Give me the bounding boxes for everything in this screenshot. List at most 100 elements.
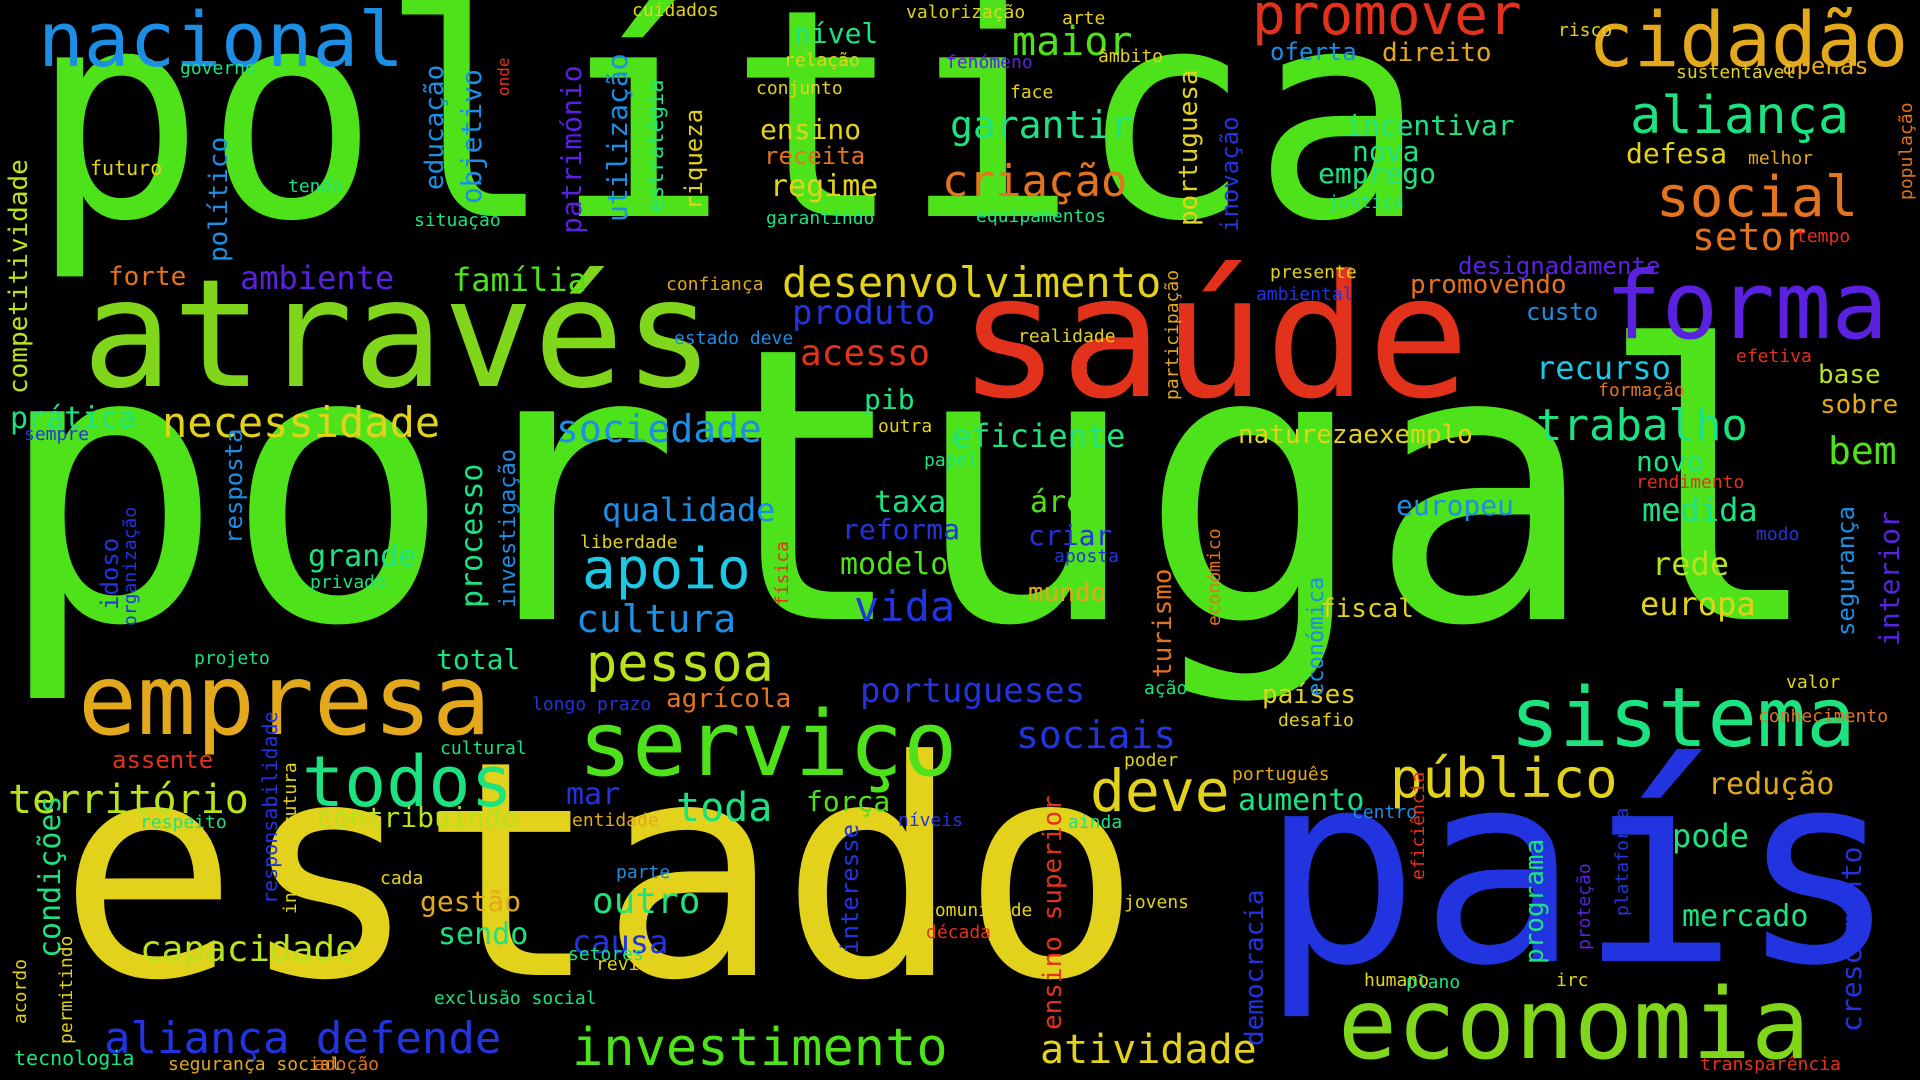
word: através [82, 248, 715, 422]
word: criar [1028, 519, 1113, 552]
word: acordo [10, 958, 31, 1024]
word: mar [566, 777, 621, 812]
word: forte [108, 262, 187, 292]
word: modo [1756, 524, 1800, 545]
word: nacional [38, 0, 405, 84]
word: causa [572, 923, 669, 961]
word: base [1818, 360, 1881, 390]
word: países [1262, 680, 1356, 710]
word: apoio [582, 537, 751, 602]
word: europeu [1396, 489, 1515, 522]
word: área [1030, 485, 1103, 520]
word: receita [764, 142, 866, 170]
word: plataforma [1612, 807, 1633, 916]
word: parte [616, 862, 671, 883]
word: formação [1598, 380, 1685, 401]
word: aposta [1054, 546, 1120, 567]
word: riqueza [680, 108, 708, 210]
word: valorização [906, 2, 1026, 23]
word: utilização [601, 53, 634, 222]
word: produto [792, 293, 936, 333]
word: ambiental [1256, 284, 1354, 305]
word: sociedade [556, 407, 762, 451]
word: mercado [1682, 899, 1809, 934]
word: competitividade [4, 159, 34, 394]
word: incentivar [1346, 109, 1515, 142]
word: reforma [842, 513, 961, 546]
word: necessidade [162, 398, 441, 447]
word: política [30, 0, 1427, 285]
word: exclusão social [434, 988, 597, 1009]
word: prática [10, 401, 137, 436]
word: rendimento [1636, 472, 1745, 493]
word: pessoa [586, 634, 774, 694]
word: contribuindo [316, 801, 519, 834]
word: ainda [1068, 812, 1123, 833]
word: cultura [576, 597, 737, 641]
word: futuro [90, 156, 163, 180]
word: emprego [1318, 157, 1437, 190]
word: acesso [800, 333, 931, 374]
word: novo [1636, 445, 1704, 478]
word: pode [1672, 817, 1750, 855]
word: saúde [958, 239, 1470, 437]
word: defesa [1626, 137, 1728, 170]
word: onde [494, 57, 513, 96]
word: político [204, 136, 234, 262]
word: custo [1526, 298, 1599, 326]
word: bem [1828, 429, 1897, 473]
word: modelo [840, 547, 949, 582]
word: conhecimento [1758, 706, 1889, 727]
word: tendo [288, 176, 343, 197]
word: mundo [1028, 578, 1107, 608]
word: público [1390, 747, 1618, 810]
word: sempre [24, 424, 90, 445]
word: estado deve [674, 328, 794, 349]
word: interior [1873, 511, 1906, 646]
word: direito [1382, 38, 1492, 68]
word: investimento [572, 1018, 948, 1078]
word: estratégia [644, 79, 669, 212]
word: segurança [1832, 505, 1860, 636]
word: deve [1090, 757, 1230, 825]
word: território [8, 777, 249, 823]
word: projeto [194, 648, 270, 669]
word: democracia [1240, 889, 1270, 1046]
word: portugal [0, 266, 1826, 709]
word: apenas [1782, 52, 1869, 80]
word: revisão [596, 954, 672, 975]
word: programa [1520, 838, 1550, 964]
word: toda [676, 785, 773, 831]
word: objetivo [455, 69, 488, 204]
word: papel [924, 450, 979, 471]
word: aliança defende [104, 1013, 502, 1064]
word: gestão [420, 885, 522, 918]
word: economia [1338, 968, 1811, 1080]
word: liberdade [580, 532, 678, 553]
word: condições [33, 795, 68, 958]
word: redução [1708, 767, 1835, 802]
word: sistema [1510, 671, 1856, 766]
word: desafio [1278, 710, 1354, 731]
word: população [1896, 102, 1917, 200]
word: crescimento [1835, 846, 1868, 1032]
word: maior [1012, 19, 1133, 65]
word: eficiência [1408, 771, 1429, 880]
word: trabalho [1536, 400, 1748, 451]
word: humano [1364, 970, 1430, 991]
word: poder [1124, 750, 1179, 771]
word: efetiva [1736, 346, 1812, 367]
word: setores [568, 944, 644, 965]
word: comunidade [924, 900, 1033, 921]
word: governo [180, 58, 256, 79]
word: tecnologia [14, 1046, 135, 1070]
word: tempo [1796, 226, 1851, 247]
word: arte [1062, 8, 1106, 29]
word: plano [1406, 972, 1461, 993]
word: vida [854, 582, 956, 631]
word: turismo [1148, 568, 1178, 678]
word: força [806, 785, 891, 818]
word: inovação [1216, 116, 1244, 232]
word: conjunto [756, 78, 843, 99]
word: respeito [140, 812, 227, 833]
